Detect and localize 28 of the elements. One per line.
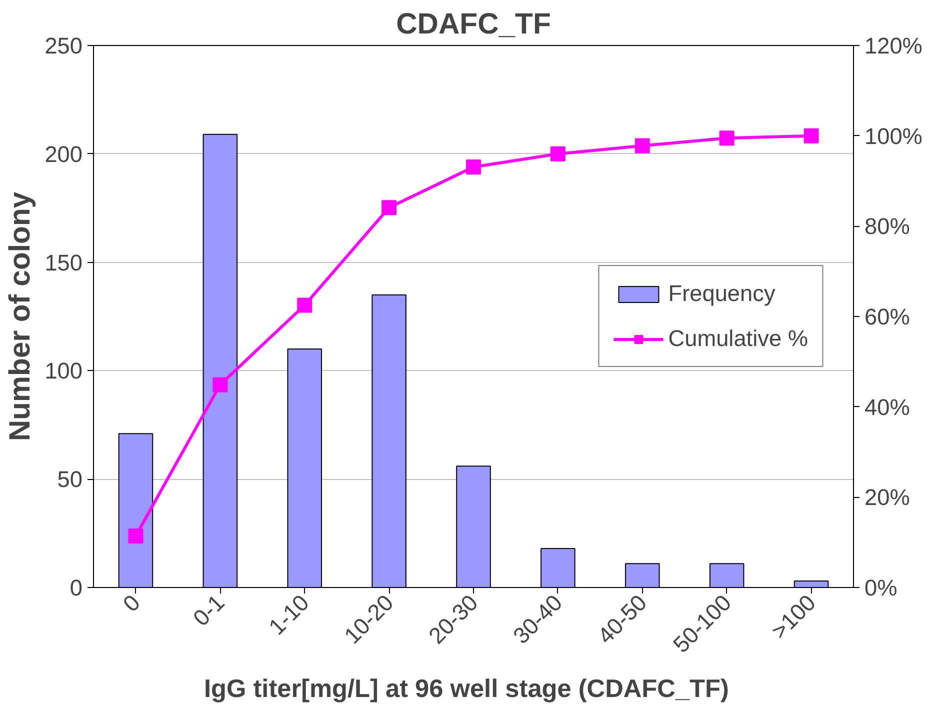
point [382, 200, 397, 216]
y-tick-label: 100 [44, 358, 83, 384]
y2-tick-label: 100% [864, 122, 922, 149]
legend-label: Cumulative % [668, 325, 808, 352]
y-axis-title: Number of colony [4, 191, 37, 442]
point [550, 146, 566, 162]
point [719, 130, 734, 146]
y-tick-label: 150 [44, 249, 83, 276]
y2-tick-label: 20% [864, 484, 910, 510]
point [297, 298, 312, 313]
y-tick-label: 200 [44, 140, 83, 167]
y2-tick-label: 120% [864, 32, 922, 58]
point [634, 138, 650, 154]
y-tick-label: 50 [57, 466, 82, 492]
point [212, 377, 228, 392]
x-axis-title: IgG titer[mg/L] at 96 well stage (CDAFC_TF) [204, 674, 729, 703]
point [128, 528, 144, 544]
x-tick-label: 0 [118, 589, 145, 617]
y2-tick-label: 60% [864, 304, 910, 330]
y2-tick-label: 0% [864, 574, 898, 600]
point [466, 160, 481, 174]
y2-tick-label: 40% [864, 394, 910, 420]
legend-label: Frequency [668, 280, 776, 307]
y-tick-label: 250 [44, 32, 83, 58]
x-tick-label: 0-1 [188, 589, 230, 631]
point [804, 128, 819, 144]
y2-tick-label: 80% [864, 213, 910, 240]
chart-title: CDAFC_TF [396, 8, 551, 40]
